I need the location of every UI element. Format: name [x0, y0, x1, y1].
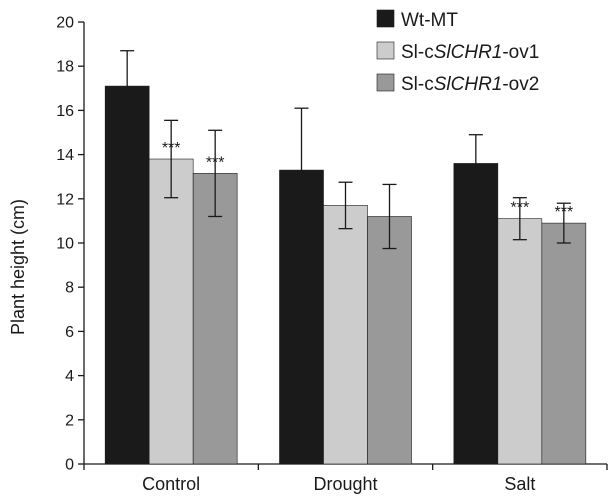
bar	[453, 163, 499, 465]
y-tick-label: 18	[56, 59, 74, 76]
significance-marker: ***	[162, 140, 181, 157]
bar	[148, 158, 194, 465]
error-bars	[120, 50, 571, 250]
legend-swatch	[376, 73, 395, 92]
bar	[104, 85, 150, 465]
x-tick-label: Control	[142, 474, 200, 494]
x-axis: Control Drought Salt	[83, 463, 608, 494]
legend: Wt-MT Sl-cSlCHR1-ov1 Sl-cSlCHR1-ov2	[376, 9, 539, 95]
bar	[192, 173, 238, 465]
bars	[104, 85, 587, 465]
legend-entry: Sl-cSlCHR1-ov1	[401, 42, 539, 63]
legend-entry: Sl-cSlCHR1-ov2	[401, 74, 539, 95]
y-tick-label: 10	[56, 236, 74, 253]
significance-marker: ***	[206, 154, 225, 171]
y-tick-label: 0	[65, 457, 74, 474]
y-tick-label: 8	[65, 280, 74, 297]
y-tick-label: 14	[56, 147, 74, 164]
bar	[367, 216, 412, 465]
legend-entry: Wt-MT	[401, 10, 458, 31]
significance-marker: ***	[554, 204, 573, 221]
x-tick-label: Drought	[313, 474, 377, 494]
bar	[541, 222, 587, 465]
y-tick-label: 20	[56, 15, 74, 32]
bar	[497, 218, 543, 465]
significance-marker: ***	[510, 200, 529, 217]
legend-swatch	[376, 9, 395, 28]
y-tick-label: 16	[56, 103, 74, 120]
y-tick-label: 2	[65, 412, 74, 429]
y-axis: 0 2 4 6 8 10 12 14 16 18 20	[56, 15, 85, 474]
x-tick-label: Salt	[504, 474, 535, 494]
y-axis-label: Plant height (cm)	[8, 199, 28, 335]
y-tick-label: 4	[65, 368, 74, 385]
significance-markers: *** *** *** ***	[162, 140, 573, 221]
y-tick-label: 6	[65, 324, 74, 341]
y-tick-label: 12	[56, 191, 74, 208]
bar	[323, 205, 368, 465]
legend-swatch	[376, 41, 395, 60]
